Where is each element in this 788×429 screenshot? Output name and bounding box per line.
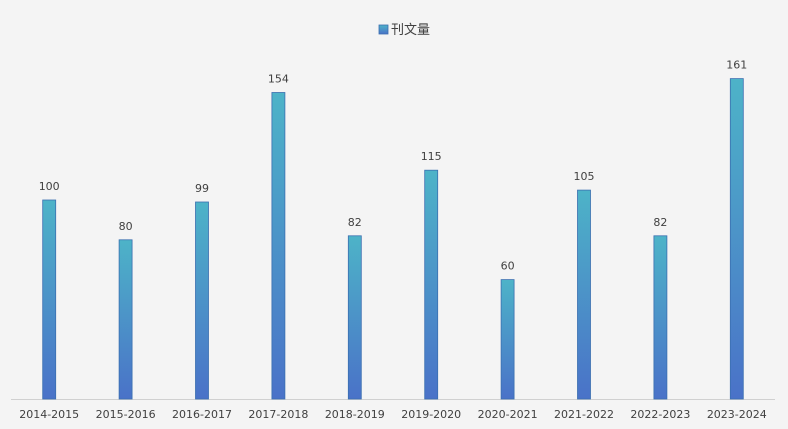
- x-tick-label-2019-2020: 2019-2020: [401, 408, 461, 421]
- bar-2017-2018: [271, 92, 286, 400]
- legend-swatch: [378, 24, 389, 35]
- bars-group: [42, 78, 744, 400]
- legend-label: 刊文量: [391, 23, 430, 38]
- bar-2019-2020: [424, 169, 439, 400]
- x-tick-label-2015-2016: 2015-2016: [96, 408, 156, 421]
- legend: 刊文量: [378, 23, 430, 38]
- x-tick-label-2018-2019: 2018-2019: [325, 408, 385, 421]
- bar-2016-2017: [195, 201, 209, 400]
- data-label-2020-2021: 60: [501, 260, 515, 273]
- data-label-2016-2017: 99: [195, 182, 209, 195]
- bar-2020-2021: [500, 279, 515, 400]
- x-tick-label-2017-2018: 2017-2018: [248, 408, 308, 421]
- bar-2023-2024: [729, 78, 744, 400]
- bar-2018-2019: [347, 235, 362, 400]
- data-label-2022-2023: 82: [653, 216, 667, 229]
- data-label-2018-2019: 82: [348, 216, 362, 229]
- data-label-2019-2020: 115: [421, 150, 442, 163]
- bar-2021-2022: [577, 189, 591, 400]
- data-label-2015-2016: 80: [119, 220, 133, 233]
- data-labels-group: 100 80 99 154 82 115 60 105 82 161: [39, 59, 748, 273]
- x-tick-labels-group: 2014-2015 2015-2016 2016-2017 2017-2018 2018…: [19, 408, 767, 421]
- x-tick-label-2022-2023: 2022-2023: [630, 408, 690, 421]
- bar-2022-2023: [653, 235, 668, 400]
- data-label-2021-2022: 105: [574, 170, 595, 183]
- x-tick-label-2020-2021: 2020-2021: [478, 408, 538, 421]
- data-label-2014-2015: 100: [39, 180, 60, 193]
- x-tick-label-2016-2017: 2016-2017: [172, 408, 232, 421]
- data-label-2017-2018: 154: [268, 73, 289, 86]
- x-tick-label-2021-2022: 2021-2022: [554, 408, 614, 421]
- bar-2015-2016: [118, 239, 133, 400]
- x-tick-label-2023-2024: 2023-2024: [707, 408, 767, 421]
- x-tick-label-2014-2015: 2014-2015: [19, 408, 79, 421]
- bar-2014-2015: [42, 199, 57, 400]
- data-label-2023-2024: 161: [726, 59, 747, 72]
